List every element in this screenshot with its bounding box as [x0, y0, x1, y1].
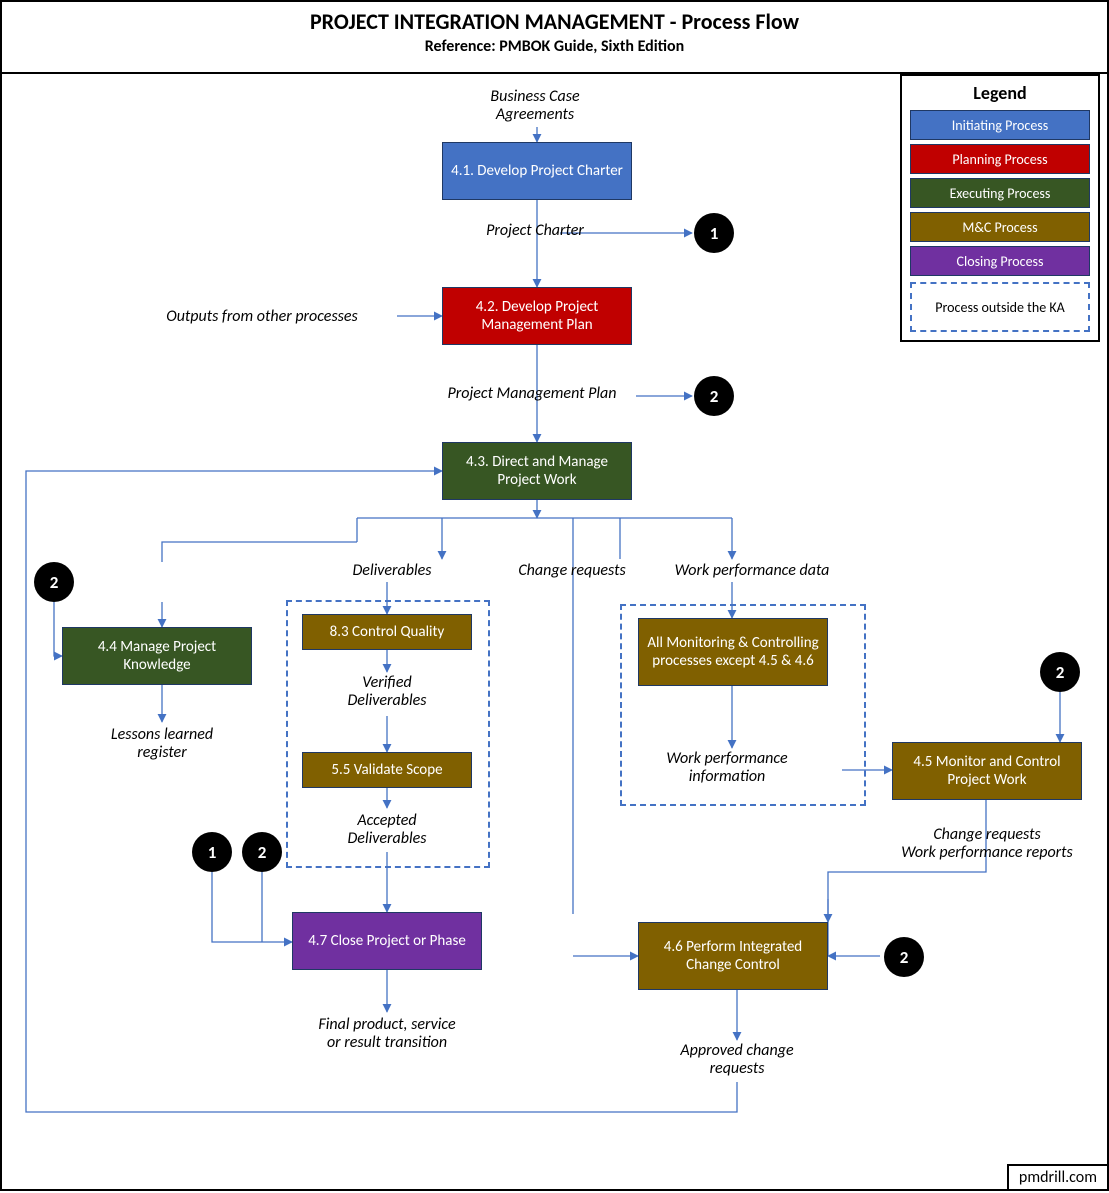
label-business-case: Business CaseAgreements: [445, 88, 625, 125]
badge-1-pc: 1: [694, 213, 734, 253]
node-manage-project-knowledge: 4.4 Manage Project Knowledge: [62, 627, 252, 685]
legend-executing: Executing Process: [910, 178, 1090, 208]
label-pm-plan: Project Management Plan: [382, 385, 682, 403]
node-control-quality: 8.3 Control Quality: [302, 614, 472, 650]
label-deliverables: Deliverables: [332, 562, 452, 580]
label-work-perf-data: Work performance data: [652, 562, 852, 580]
node-label: 4.6 Perform Integrated Change Control: [645, 938, 821, 974]
badge-2-45: 2: [1040, 652, 1080, 692]
legend-initiating: Initiating Process: [910, 110, 1090, 140]
label-lessons-learned: Lessons learnedregister: [82, 726, 242, 763]
node-validate-scope: 5.5 Validate Scope: [302, 752, 472, 788]
label-work-perf-info: Work performanceinformation: [627, 750, 827, 787]
node-direct-manage-work: 4.3. Direct and Manage Project Work: [442, 442, 632, 500]
node-close-project: 4.7 Close Project or Phase: [292, 912, 482, 970]
label-cr-wp-reports: Change requestsWork performance reports: [857, 826, 1109, 863]
badge-2-46: 2: [884, 937, 924, 977]
node-develop-project-charter: 4.1. Develop Project Charter: [442, 142, 632, 200]
node-label: 4.4 Manage Project Knowledge: [69, 638, 245, 674]
legend-title: Legend: [902, 76, 1098, 106]
label-verified-deliv: VerifiedDeliverables: [317, 674, 457, 711]
node-label: 4.1. Develop Project Charter: [451, 162, 623, 180]
legend-outside-ka: Process outside the KA: [910, 282, 1090, 332]
node-label: 4.7 Close Project or Phase: [308, 932, 466, 950]
label-outputs-other: Outputs from other processes: [132, 308, 392, 326]
label-project-charter: Project Charter: [445, 222, 625, 240]
label-approved-cr: Approved changerequests: [642, 1042, 832, 1079]
label-change-requests: Change requests: [502, 562, 642, 580]
footer-credit: pmdrill.com: [1007, 1164, 1109, 1191]
badge-2-47: 2: [242, 832, 282, 872]
badge-2-pmp: 2: [694, 376, 734, 416]
node-all-mc-processes: All Monitoring & Controlling processes e…: [638, 618, 828, 686]
node-label: 4.5 Monitor and Control Project Work: [899, 753, 1075, 789]
page-title: PROJECT INTEGRATION MANAGEMENT - Process…: [2, 8, 1107, 35]
node-label: 5.5 Validate Scope: [331, 761, 442, 779]
node-label: 8.3 Control Quality: [330, 623, 445, 641]
label-accepted-deliv: AcceptedDeliverables: [317, 812, 457, 849]
header: PROJECT INTEGRATION MANAGEMENT - Process…: [2, 2, 1107, 74]
node-develop-pm-plan: 4.2. Develop Project Management Plan: [442, 287, 632, 345]
legend-closing: Closing Process: [910, 246, 1090, 276]
label-final-product: Final product, serviceor result transiti…: [282, 1016, 492, 1053]
badge-1-47: 1: [192, 832, 232, 872]
legend-planning: Planning Process: [910, 144, 1090, 174]
badge-2-44: 2: [34, 562, 74, 602]
node-label: 4.3. Direct and Manage Project Work: [449, 453, 625, 489]
page-subtitle: Reference: PMBOK Guide, Sixth Edition: [2, 37, 1107, 56]
legend-mc: M&C Process: [910, 212, 1090, 242]
node-label: All Monitoring & Controlling processes e…: [645, 634, 821, 670]
node-integrated-change-control: 4.6 Perform Integrated Change Control: [638, 922, 828, 990]
node-label: 4.2. Develop Project Management Plan: [449, 298, 625, 334]
node-monitor-control-work: 4.5 Monitor and Control Project Work: [892, 742, 1082, 800]
legend: Legend Initiating Process Planning Proce…: [900, 74, 1100, 342]
